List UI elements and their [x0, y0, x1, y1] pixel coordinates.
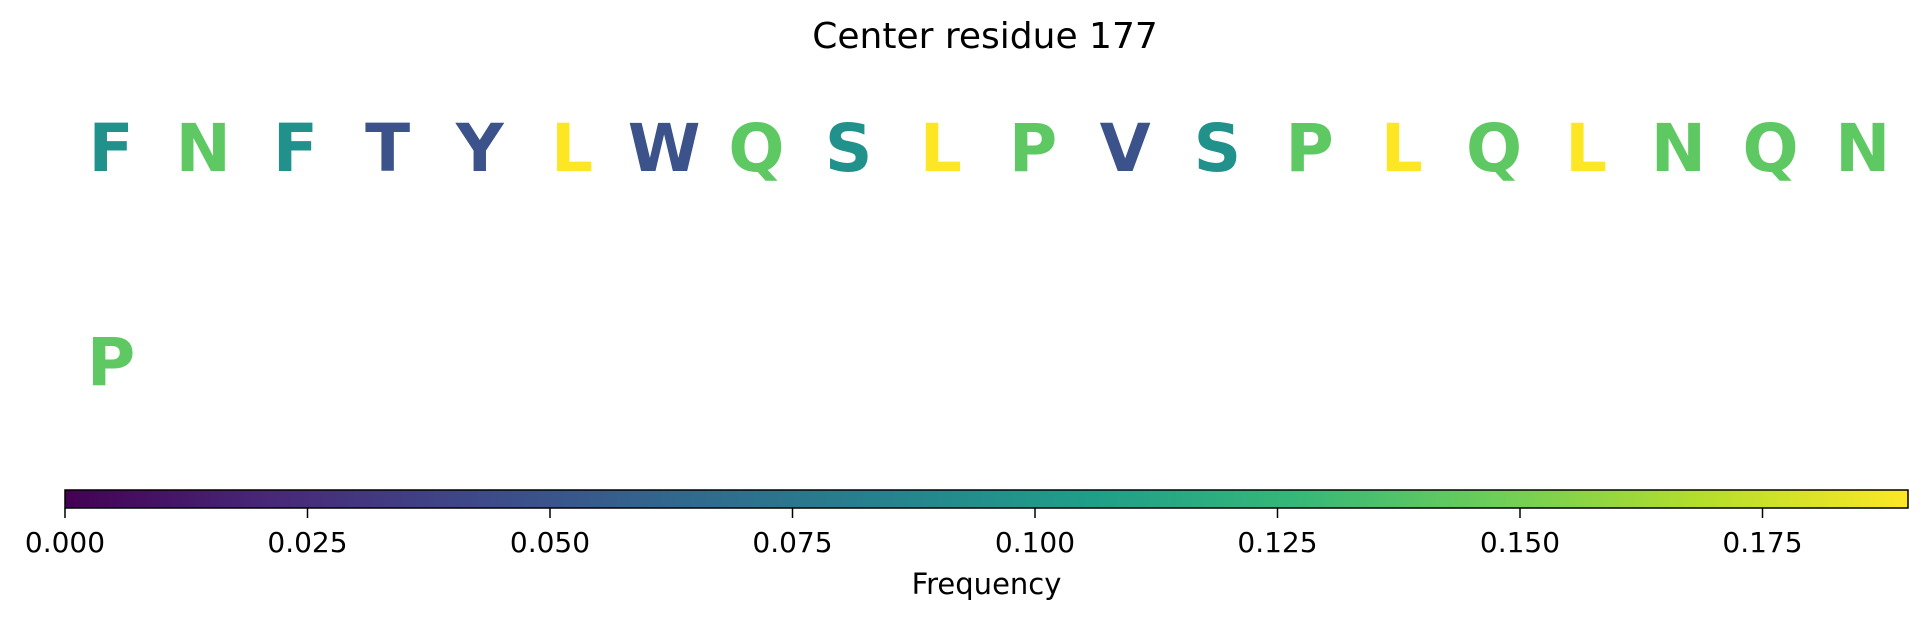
- residue-letter: F: [88, 110, 133, 187]
- residue-sequence: F N F T Y L W Q S L P V S P L Q L N Q NP: [87, 110, 1891, 401]
- residue-letter: L: [551, 110, 593, 187]
- colorbar: 0.000 0.025 0.050 0.075 0.100 0.125 0.150 0.175…: [25, 489, 1909, 601]
- residue-letter: L: [1381, 110, 1423, 187]
- residue-letter: Q: [1743, 110, 1799, 187]
- residue-letter: L: [920, 110, 962, 187]
- colorbar-tick-label: 0.100: [995, 526, 1075, 559]
- colorbar-tick-label: 0.150: [1480, 526, 1560, 559]
- colorbar-tick-label: 0.025: [267, 526, 347, 559]
- chart-title: Center residue 177: [812, 16, 1158, 57]
- residue-letter: P: [87, 324, 135, 401]
- colorbar-tick-label: 0.075: [752, 526, 832, 559]
- colorbar-tick-label: 0.000: [25, 526, 105, 559]
- residue-letter: N: [1835, 110, 1890, 187]
- colorbar-tick-label: 0.125: [1237, 526, 1317, 559]
- colorbar-label: Frequency: [912, 567, 1062, 601]
- residue-letter: N: [176, 110, 231, 187]
- residue-letter: L: [1565, 110, 1607, 187]
- residue-letter: P: [1009, 110, 1057, 187]
- residue-letter: V: [1100, 110, 1151, 187]
- residue-letter: W: [628, 110, 701, 187]
- residue-letter: N: [1651, 110, 1706, 187]
- residue-letter: Q: [728, 110, 784, 187]
- colorbar-ticks: 0.000 0.025 0.050 0.075 0.100 0.125 0.150 0.175: [25, 508, 1803, 559]
- colorbar-tick-label: 0.175: [1722, 526, 1802, 559]
- residue-letter: F: [273, 110, 318, 187]
- residue-letter: Y: [455, 110, 505, 187]
- colorbar-gradient: [64, 489, 1909, 509]
- residue-letter: P: [1285, 110, 1333, 187]
- residue-letter: T: [365, 110, 410, 187]
- residue-letter: Q: [1466, 110, 1522, 187]
- residue-letter: S: [825, 110, 873, 187]
- colorbar-tick-label: 0.050: [510, 526, 590, 559]
- residue-letter: S: [1194, 110, 1242, 187]
